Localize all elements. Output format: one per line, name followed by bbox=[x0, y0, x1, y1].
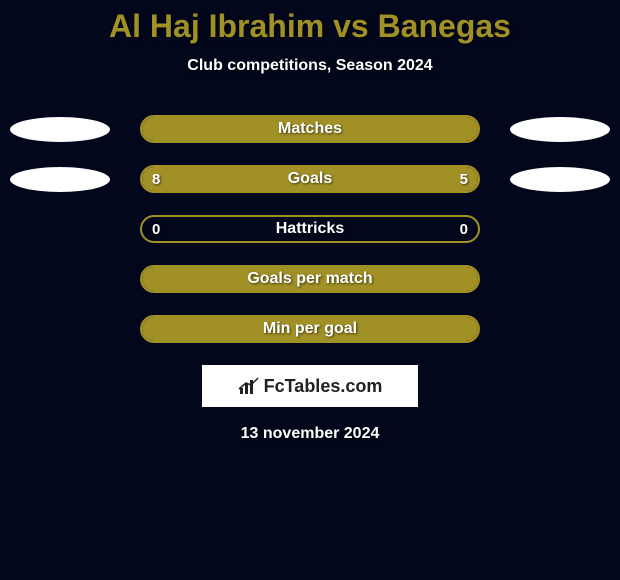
stat-bar: Goals per match bbox=[140, 265, 480, 293]
stat-row: Matches bbox=[0, 115, 620, 143]
stat-bar: 8Goals5 bbox=[140, 165, 480, 193]
logo-box: FcTables.com bbox=[202, 365, 418, 407]
bar-label: Matches bbox=[142, 120, 478, 138]
stat-row: Goals per match bbox=[0, 265, 620, 293]
right-value: 5 bbox=[460, 171, 468, 188]
right-value: 0 bbox=[460, 221, 468, 238]
stat-bar: 0Hattricks0 bbox=[140, 215, 480, 243]
left-ellipse bbox=[10, 117, 110, 142]
page-title: Al Haj Ibrahim vs Banegas bbox=[0, 0, 620, 45]
left-ellipse bbox=[10, 167, 110, 192]
stat-bar: Matches bbox=[140, 115, 480, 143]
bar-label: Min per goal bbox=[142, 320, 478, 338]
stat-row: Min per goal bbox=[0, 315, 620, 343]
comparison-infographic: Al Haj Ibrahim vs Banegas Club competiti… bbox=[0, 0, 620, 580]
bar-label: Goals per match bbox=[142, 270, 478, 288]
chart-icon bbox=[238, 376, 260, 396]
date-text: 13 november 2024 bbox=[0, 425, 620, 443]
stats-rows: Matches 8Goals5 0Hattricks0 Goals per match… bbox=[0, 115, 620, 343]
stat-row: 8Goals5 bbox=[0, 165, 620, 193]
right-ellipse bbox=[510, 117, 610, 142]
right-ellipse bbox=[510, 167, 610, 192]
stat-bar: Min per goal bbox=[140, 315, 480, 343]
logo-text: FcTables.com bbox=[264, 376, 383, 397]
bar-label: Hattricks bbox=[142, 220, 478, 238]
bar-label: Goals bbox=[142, 170, 478, 188]
stat-row: 0Hattricks0 bbox=[0, 215, 620, 243]
page-subtitle: Club competitions, Season 2024 bbox=[0, 57, 620, 75]
